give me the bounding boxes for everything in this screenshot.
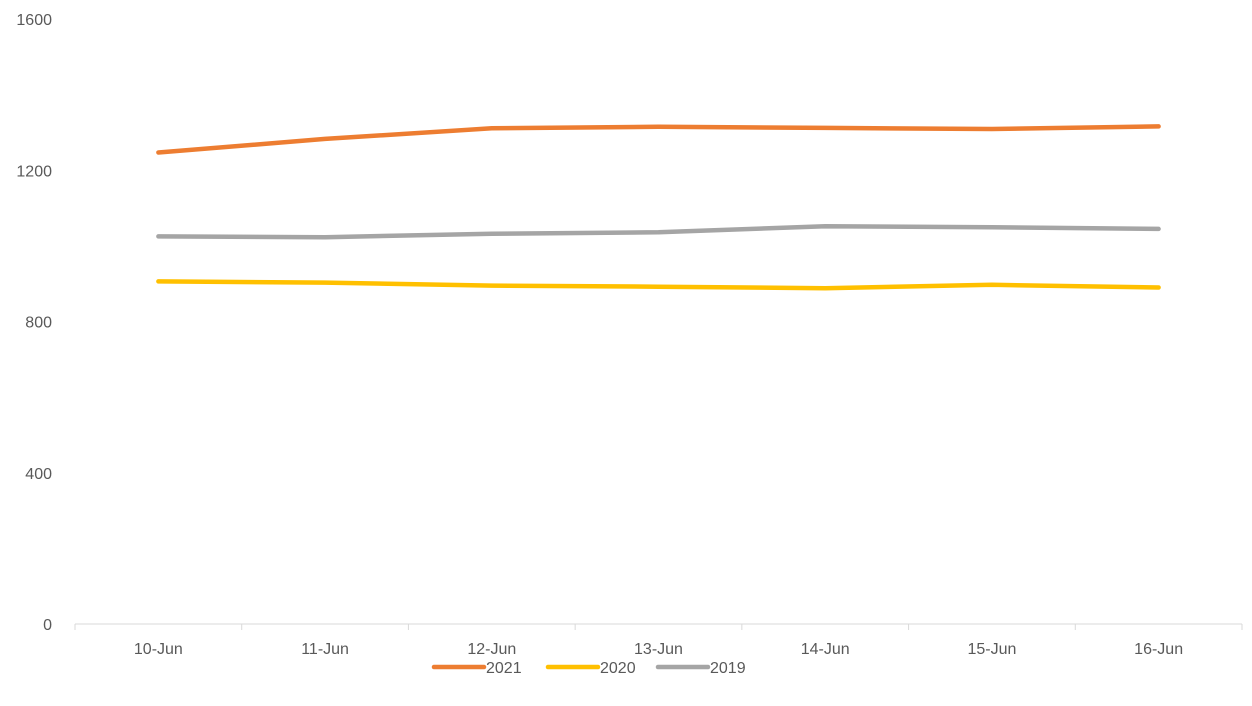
series-line-2021: [156, 124, 1161, 155]
y-tick-label: 1600: [16, 12, 52, 29]
x-tick-label: 14-Jun: [801, 641, 850, 658]
legend-label: 2019: [710, 660, 746, 677]
y-tick-label: 1200: [16, 163, 52, 180]
x-tick-label: 10-Jun: [134, 641, 183, 658]
series-layer: [156, 124, 1161, 291]
x-tick-label: 15-Jun: [967, 641, 1016, 658]
legend: 2021 2020 2019: [431, 660, 746, 677]
y-axis: 0 400 800 1200 1600: [16, 12, 52, 634]
x-tick-label: 11-Jun: [301, 641, 349, 658]
y-tick-label: 400: [25, 466, 52, 483]
x-axis: 10-Jun 11-Jun 12-Jun 13-Jun 14-Jun 15-Jun 16-J…: [74, 623, 1243, 658]
y-tick-label: 0: [43, 617, 52, 634]
legend-label: 2020: [600, 660, 636, 677]
x-tick-label: 16-Jun: [1134, 641, 1183, 658]
legend-label: 2021: [486, 660, 522, 677]
y-tick-label: 800: [25, 315, 52, 332]
x-tick-label: 13-Jun: [634, 641, 683, 658]
x-tick-label: 12-Jun: [467, 641, 516, 658]
series-line-2020: [156, 279, 1161, 291]
series-line-2019: [156, 223, 1161, 240]
